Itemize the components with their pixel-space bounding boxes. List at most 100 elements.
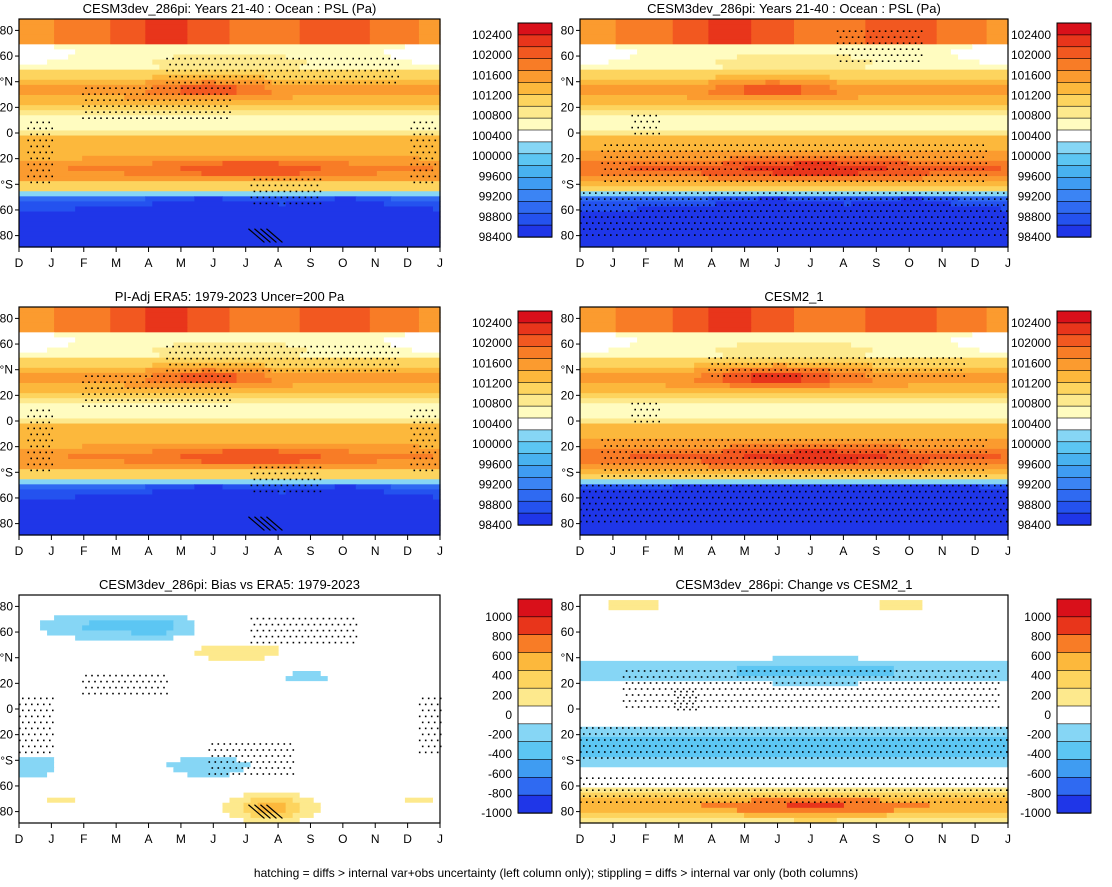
colorbar-swatch xyxy=(517,224,553,238)
field-shading xyxy=(19,307,441,536)
stippling xyxy=(580,30,1008,236)
x-tick-label: M xyxy=(111,544,121,558)
y-tick-label: 0 xyxy=(6,702,13,716)
colorbar-label: -200 xyxy=(1027,728,1051,742)
stippling xyxy=(19,617,442,775)
colorbar-swatch xyxy=(517,616,553,636)
y-tick-label: 80 xyxy=(561,23,575,37)
x-tick-label: A xyxy=(708,256,716,270)
colorbar-swatch xyxy=(517,465,553,479)
colorbar-swatch xyxy=(517,441,553,455)
x-tick-label: S xyxy=(306,256,314,270)
colorbar-swatch xyxy=(1056,34,1092,48)
y-tick-label: °N xyxy=(0,363,13,377)
x-tick-label: J xyxy=(210,544,216,558)
colorbar-swatch xyxy=(1056,370,1092,384)
colorbar-swatch xyxy=(1056,105,1092,119)
stippling xyxy=(580,670,1008,803)
y-tick-label: 20 xyxy=(561,152,575,166)
y-tick-label: 60 xyxy=(0,337,13,351)
colorbar-swatch xyxy=(1056,453,1092,467)
colorbar-swatch xyxy=(517,22,553,36)
x-tick-label: O xyxy=(905,832,914,846)
x-tick-label: N xyxy=(371,544,380,558)
y-tick-label: 80 xyxy=(561,517,575,531)
y-tick-label: 0 xyxy=(567,414,574,428)
colorbar-swatch xyxy=(517,500,553,514)
x-tick-label: F xyxy=(642,832,649,846)
colorbar: 102400 102000 101600 101200 100800 100400 1000… xyxy=(1011,22,1092,244)
y-tick-label: °S xyxy=(0,465,13,479)
colorbar-swatch xyxy=(517,189,553,203)
x-tick-label: J xyxy=(48,256,54,270)
colorbar-swatch xyxy=(517,129,553,143)
colorbar-label: 102000 xyxy=(1011,48,1051,62)
colorbar-swatch xyxy=(1056,310,1092,324)
x-tick-label: J xyxy=(437,544,443,558)
colorbar-swatch xyxy=(517,212,553,226)
x-tick-label: J xyxy=(610,256,616,270)
x-tick-label: D xyxy=(971,832,980,846)
panel-bottom-left: CESM3dev_286pi: Bias vs ERA5: 1979-2023 8… xyxy=(0,577,553,846)
y-tick-label: 20 xyxy=(561,676,575,690)
colorbar-label: 101600 xyxy=(1011,356,1051,370)
colorbar-swatch xyxy=(1056,777,1092,796)
colorbar-swatch xyxy=(1056,616,1092,636)
colorbar-label: 0 xyxy=(505,708,512,722)
x-tick-label: S xyxy=(872,832,880,846)
y-tick-label: 0 xyxy=(6,126,13,140)
colorbar-label: 100800 xyxy=(472,109,512,123)
x-tick-label: S xyxy=(306,544,314,558)
x-tick-label: N xyxy=(938,256,947,270)
x-tick-label: D xyxy=(576,832,585,846)
colorbar-label: 99600 xyxy=(479,457,513,471)
colorbar-swatch xyxy=(1056,153,1092,167)
x-tick-label: N xyxy=(371,832,380,846)
x-tick-label: D xyxy=(15,256,24,270)
x-tick-label: A xyxy=(708,544,716,558)
colorbar-label: 600 xyxy=(492,649,512,663)
colorbar-swatch xyxy=(1056,741,1092,761)
x-tick-label: M xyxy=(176,256,186,270)
x-tick-label: A xyxy=(839,832,847,846)
x-tick-label: J xyxy=(210,256,216,270)
x-tick-label: F xyxy=(80,544,87,558)
colorbar-swatch xyxy=(517,705,553,725)
colorbar-swatch xyxy=(517,153,553,167)
colorbar-label: 102400 xyxy=(472,28,512,42)
colorbar-swatch xyxy=(1056,177,1092,191)
colorbar-label: 101600 xyxy=(472,68,512,82)
colorbar-label: 100800 xyxy=(1011,109,1051,123)
x-tick-label: F xyxy=(642,544,649,558)
colorbar-label: 102400 xyxy=(1011,28,1051,42)
y-tick-label: 60 xyxy=(0,491,13,505)
y-tick-label: °N xyxy=(561,75,574,89)
y-tick-label: 60 xyxy=(0,203,13,217)
y-tick-label: 80 xyxy=(561,229,575,243)
x-tick-label: J xyxy=(610,544,616,558)
y-tick-label: 80 xyxy=(0,805,13,819)
y-tick-label: °S xyxy=(561,753,574,767)
colorbar-swatch xyxy=(1056,500,1092,514)
x-tick-label: S xyxy=(306,832,314,846)
stippling xyxy=(27,345,437,493)
stippling xyxy=(580,357,1008,523)
colorbar: 102400 102000 101600 101200 100800 100400 1000… xyxy=(472,22,553,244)
colorbar-label: 99200 xyxy=(1018,190,1052,204)
colorbar-label: 99200 xyxy=(479,478,513,492)
colorbar-swatch xyxy=(517,310,553,324)
colorbar-swatch xyxy=(1056,723,1092,743)
colorbar-swatch xyxy=(1056,634,1092,654)
colorbar-label: 101200 xyxy=(472,89,512,103)
colorbar-label: 100000 xyxy=(1011,149,1051,163)
x-tick-label: M xyxy=(111,256,121,270)
colorbar-label: 600 xyxy=(1031,649,1051,663)
y-axis: 80 60 °N 20 0 20 °S 60 80 xyxy=(0,599,19,819)
y-tick-label: °N xyxy=(561,651,574,665)
colorbar-label: 101600 xyxy=(472,356,512,370)
x-tick-label: A xyxy=(145,544,153,558)
x-tick-label: D xyxy=(971,544,980,558)
colorbar-swatch xyxy=(517,34,553,48)
